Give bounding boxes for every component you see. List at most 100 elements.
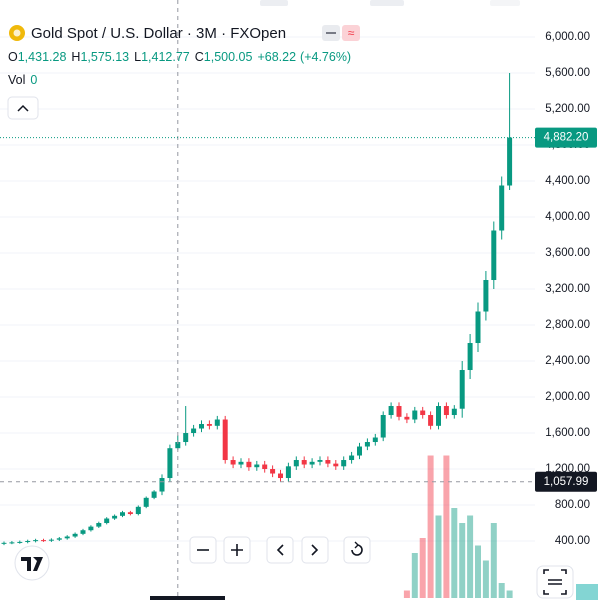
candle-body <box>396 406 402 417</box>
candle-body <box>507 137 513 186</box>
header-button[interactable] <box>342 25 360 41</box>
volume-bar <box>506 590 513 598</box>
candle-body <box>151 491 157 498</box>
tv-logo-badge[interactable] <box>14 545 50 581</box>
candle-body <box>333 463 339 467</box>
candle-body <box>436 406 441 426</box>
candle-body <box>143 497 149 507</box>
y-tick-label: 4,000.00 <box>545 211 590 223</box>
candle-body <box>254 464 260 468</box>
candle-body <box>56 538 62 540</box>
y-tick-label: 2,400.00 <box>545 355 590 367</box>
candle-body <box>262 464 268 470</box>
screenshot-button[interactable] <box>536 565 574 599</box>
candle-body <box>127 512 133 515</box>
candle-body <box>135 506 141 515</box>
collapse-button[interactable] <box>7 96 39 120</box>
candle-body <box>467 343 473 371</box>
scroll-left-icon <box>276 544 284 556</box>
ohlc-value: 1,500.05 <box>204 50 253 64</box>
candle-body <box>88 526 94 531</box>
candle-body <box>238 461 244 465</box>
volume-bar <box>427 455 434 598</box>
zoom-in-icon <box>231 544 243 556</box>
symbol-title[interactable]: Gold Spot / U.S. Dollar · 3M · FXOpen <box>31 25 286 42</box>
last-price-box <box>535 127 597 148</box>
candle-body <box>420 410 426 416</box>
ohlc-value: 1,575.13 <box>80 50 129 64</box>
candle-body <box>159 478 165 492</box>
volume-legend: Vol 0 <box>8 73 37 87</box>
toolbar-button[interactable] <box>370 0 404 6</box>
candle-body <box>483 280 489 312</box>
scroll-right-icon <box>311 544 319 556</box>
scroll-right-button[interactable] <box>301 536 329 564</box>
volume-bar <box>451 508 458 598</box>
scroll-left-button[interactable] <box>266 536 294 564</box>
candle-body <box>33 540 39 542</box>
change-value: +68.22 <box>257 50 296 64</box>
candle-body <box>301 460 307 465</box>
volume-bar <box>482 560 489 598</box>
candle-body <box>199 424 204 429</box>
candle-body <box>246 461 252 468</box>
candle-body <box>64 536 70 539</box>
candle-body <box>206 424 212 426</box>
ohlc-key: C <box>195 50 204 64</box>
grid-layer: 400.00800.001,200.001,600.002,000.002,40… <box>0 31 590 547</box>
candle-body <box>475 311 481 344</box>
ohlc-key: H <box>71 50 80 64</box>
candle-body <box>459 370 465 409</box>
candle-body <box>80 530 86 534</box>
candle-body <box>372 437 378 443</box>
candle-body <box>41 540 46 542</box>
y-tick-label: 5,200.00 <box>545 103 590 115</box>
tv-logo <box>21 557 43 571</box>
collapse-icon <box>17 104 29 112</box>
candle-body <box>120 512 125 516</box>
candle-body <box>48 539 54 541</box>
candle-body <box>349 455 355 461</box>
candle-body <box>278 473 283 479</box>
volume-bar <box>459 523 466 598</box>
candle-body <box>357 446 362 456</box>
toolbar-button[interactable] <box>260 0 288 6</box>
zoom-controls <box>189 536 371 564</box>
screenshot-icon <box>543 569 567 595</box>
candle-body <box>491 230 497 281</box>
candle-body <box>443 406 449 416</box>
candle-body <box>285 466 291 479</box>
candle-body <box>428 415 434 426</box>
volume-layer <box>403 455 513 598</box>
scrollbar[interactable] <box>150 596 225 600</box>
candle-body <box>17 541 23 543</box>
change-percent: (+4.76%) <box>300 50 351 64</box>
reset-button[interactable] <box>343 536 371 564</box>
volume-bar <box>475 545 481 598</box>
last-price-label: 4,882.20 <box>544 132 589 144</box>
candle-body <box>412 410 418 420</box>
candle-body <box>214 419 220 426</box>
volume-bar <box>411 553 418 598</box>
volume-bar <box>403 590 410 598</box>
reset-icon <box>351 544 363 556</box>
candle-body <box>1 542 7 544</box>
candle-body <box>222 419 228 461</box>
candle-body <box>72 533 78 537</box>
candle-body <box>293 460 299 467</box>
y-tick-label: 800.00 <box>555 499 590 511</box>
volume-bar <box>467 515 474 598</box>
candle-body <box>325 460 331 464</box>
crosshair-price-box <box>535 471 597 492</box>
ohlc-key: O <box>8 50 18 64</box>
candle-body <box>191 428 197 434</box>
candle-body <box>183 433 189 443</box>
toolbar-button[interactable] <box>490 0 520 6</box>
volume-bar <box>443 455 450 598</box>
volume-bar <box>419 538 426 598</box>
symbol-icon-detail <box>13 29 21 37</box>
candle-body <box>9 542 15 544</box>
candle-body <box>309 461 315 465</box>
reset-icon-arrow <box>354 541 359 549</box>
